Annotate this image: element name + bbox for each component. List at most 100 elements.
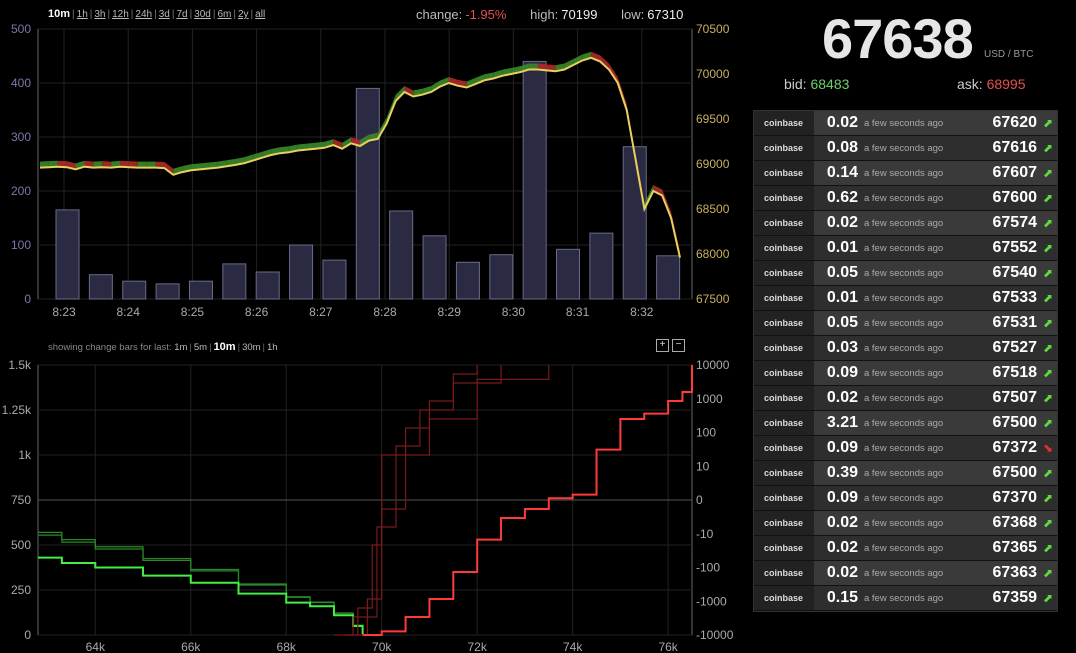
trade-price: 67500 — [992, 464, 1038, 481]
left-axis-label: 1.25k — [2, 403, 32, 417]
left-axis-label: 250 — [11, 583, 31, 597]
high-label: high: — [530, 7, 559, 22]
trade-exchange: coinbase — [754, 411, 814, 435]
range-24h[interactable]: 24h — [135, 9, 153, 20]
range-7d[interactable]: 7d — [176, 9, 188, 20]
price-change-band — [93, 161, 103, 168]
range-all[interactable]: all — [255, 9, 266, 20]
arrow-up-icon: ⬈ — [1042, 591, 1054, 605]
price-change-band — [360, 134, 369, 146]
trade-time: a few seconds ago — [864, 342, 944, 354]
arrow-up-icon: ⬈ — [1042, 241, 1054, 255]
trade-price: 67370 — [992, 489, 1038, 506]
price-change-band — [546, 64, 556, 72]
range-12h[interactable]: 12h — [112, 9, 129, 20]
price-change-band — [191, 163, 200, 171]
volume-axis-label: 300 — [11, 130, 31, 144]
price-change-band — [155, 161, 165, 169]
trade-amount: 0.05 — [826, 264, 858, 281]
arrow-up-icon: ⬈ — [1042, 291, 1054, 305]
x-tick-label: 8:26 — [245, 305, 269, 319]
trade-amount: 0.39 — [826, 464, 858, 481]
trade-time: a few seconds ago — [864, 542, 944, 554]
trade-price: 67600 — [992, 189, 1038, 206]
range-10m[interactable]: 10m — [48, 8, 71, 20]
trade-amount: 0.09 — [826, 364, 858, 381]
price-change-band — [573, 54, 583, 65]
trade-row: coinbase 0.02 a few seconds ago 67574 ⬈ — [754, 211, 1057, 236]
trade-row: coinbase 0.14 a few seconds ago 67607 ⬈ — [754, 161, 1057, 186]
trade-price: 67552 — [992, 239, 1038, 256]
change-bars-1m[interactable]: 1m — [174, 342, 188, 353]
change-bars-10m[interactable]: 10m — [213, 341, 236, 353]
change-label: change: — [416, 7, 463, 22]
trade-amount: 3.21 — [826, 414, 858, 431]
trade-time: a few seconds ago — [864, 442, 944, 454]
x-tick-label: 72k — [468, 640, 488, 653]
price-change-band — [466, 77, 476, 88]
price-change-band — [395, 86, 405, 101]
x-tick-label: 8:30 — [502, 305, 526, 319]
volume-axis-label: 500 — [11, 22, 31, 36]
trade-row: coinbase 0.09 a few seconds ago 67518 ⬈ — [754, 361, 1057, 386]
price-change-band — [57, 160, 67, 168]
trade-time: a few seconds ago — [864, 367, 944, 379]
price-change-band — [84, 160, 94, 168]
change-bars-5m[interactable]: 5m — [193, 342, 208, 353]
ask-depth-line — [362, 365, 693, 636]
zoom-out-button[interactable]: − — [672, 339, 685, 352]
trade-exchange: coinbase — [754, 211, 814, 235]
arrow-up-icon: ⬈ — [1042, 316, 1054, 330]
arrow-up-icon: ⬈ — [1042, 391, 1054, 405]
trade-row: coinbase 0.05 a few seconds ago 67531 ⬈ — [754, 311, 1057, 336]
trade-time: a few seconds ago — [864, 117, 944, 129]
left-axis-label: 1k — [18, 448, 32, 462]
arrow-up-icon: ⬈ — [1042, 216, 1054, 230]
current-price: 67638 — [822, 7, 974, 70]
ask-depth-faint — [333, 365, 478, 636]
price-change-band — [440, 77, 449, 87]
trade-row: coinbase 0.02 a few seconds ago 67368 ⬈ — [754, 511, 1057, 536]
price-line — [39, 56, 681, 258]
x-tick-label: 68k — [277, 640, 297, 653]
volume-bar — [322, 259, 347, 300]
bid-label: bid: — [784, 76, 807, 92]
trade-row: coinbase 0.03 a few seconds ago 67527 ⬈ — [754, 336, 1057, 361]
range-2y[interactable]: 2y — [237, 9, 249, 20]
range-6m[interactable]: 6m — [217, 9, 232, 20]
price-change-band — [208, 161, 218, 169]
stats-bar: change: -1.95% high: 70199 low: 67310 — [416, 7, 703, 22]
trade-time: a few seconds ago — [864, 567, 944, 579]
range-1h[interactable]: 1h — [76, 9, 88, 20]
price-axis-label: 68000 — [696, 247, 730, 261]
trade-row: coinbase 0.02 a few seconds ago 67507 ⬈ — [754, 386, 1057, 411]
range-30d[interactable]: 30d — [194, 9, 211, 20]
price-change-band — [315, 141, 325, 149]
arrow-down-icon: ⬊ — [1042, 441, 1054, 455]
change-bars-30m[interactable]: 30m — [242, 342, 261, 353]
trade-price: 67363 — [992, 564, 1038, 581]
trade-row: coinbase 0.02 a few seconds ago 67365 ⬈ — [754, 536, 1057, 561]
price-change-band — [297, 143, 307, 151]
price-change-band — [200, 162, 209, 170]
change-bars-1h[interactable]: 1h — [267, 342, 278, 353]
price-change-band — [102, 161, 112, 168]
trade-price: 67365 — [992, 539, 1038, 556]
trade-amount: 0.08 — [826, 139, 858, 156]
trade-exchange: coinbase — [754, 186, 814, 210]
arrow-up-icon: ⬈ — [1042, 266, 1054, 280]
range-3d[interactable]: 3d — [158, 9, 170, 20]
option-separator: | — [262, 342, 266, 353]
range-3h[interactable]: 3h — [94, 9, 106, 20]
trade-exchange: coinbase — [754, 436, 814, 460]
range-separator: | — [250, 9, 254, 20]
volume-bar — [122, 280, 147, 300]
trade-exchange: coinbase — [754, 336, 814, 360]
range-separator: | — [212, 9, 216, 20]
left-axis-label: 1.5k — [8, 358, 32, 372]
price-axis-label: 69000 — [696, 157, 730, 171]
x-tick-label: 8:23 — [52, 305, 76, 319]
zoom-in-button[interactable]: + — [656, 339, 669, 352]
trade-price: 67607 — [992, 164, 1038, 181]
trade-time: a few seconds ago — [864, 592, 944, 604]
